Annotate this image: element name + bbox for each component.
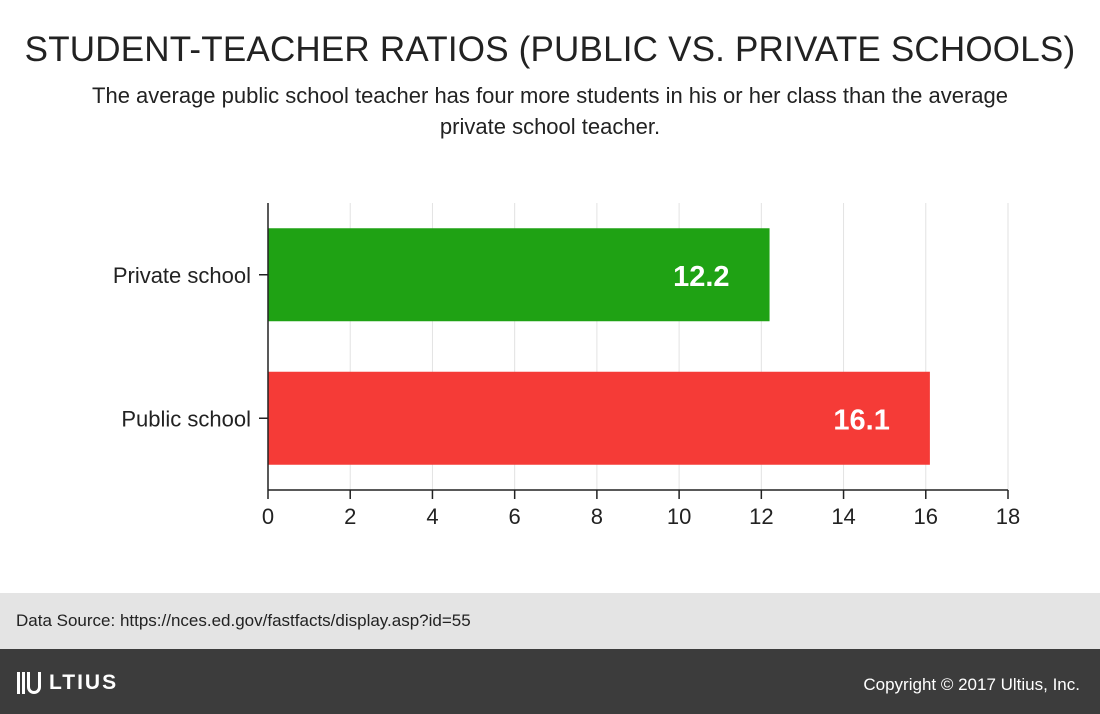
data-source-text: Data Source: https://nces.ed.gov/fastfac… — [16, 611, 471, 630]
bar-value-label: 12.2 — [673, 261, 729, 293]
ultius-logo: LTIUS — [16, 671, 118, 695]
category-label: Private school — [113, 263, 251, 288]
x-tick-label: 18 — [996, 504, 1020, 529]
x-tick-label: 6 — [509, 504, 521, 529]
chart-title: STUDENT-TEACHER RATIOS (PUBLIC VS. PRIVA… — [24, 30, 1076, 69]
x-tick-label: 12 — [749, 504, 773, 529]
x-tick-label: 14 — [831, 504, 855, 529]
x-tick-label: 16 — [914, 504, 938, 529]
bar-chart: 12.2 Private school 16.1 Public school 0 2 4 6 8… — [113, 203, 1020, 529]
x-tick-label: 0 — [262, 504, 274, 529]
footer-bar: LTIUS Copyright © 2017 Ultius, Inc. — [0, 649, 1100, 714]
bar — [268, 371, 930, 465]
source-bar: Data Source: https://nces.ed.gov/fastfac… — [0, 593, 1100, 649]
x-tick-label: 8 — [591, 504, 603, 529]
x-tick-label: 10 — [667, 504, 691, 529]
ultius-logo-text: LTIUS — [49, 671, 119, 694]
category-label: Public school — [121, 406, 251, 431]
chart-subtitle: The average public school teacher has fo… — [92, 83, 1008, 139]
copyright-text: Copyright © 2017 Ultius, Inc. — [863, 675, 1080, 694]
x-tick-label: 2 — [344, 504, 356, 529]
x-tick-label: 4 — [426, 504, 438, 529]
bar-value-label: 16.1 — [833, 404, 889, 436]
ultius-logo-icon — [17, 672, 41, 694]
bar — [268, 228, 770, 322]
